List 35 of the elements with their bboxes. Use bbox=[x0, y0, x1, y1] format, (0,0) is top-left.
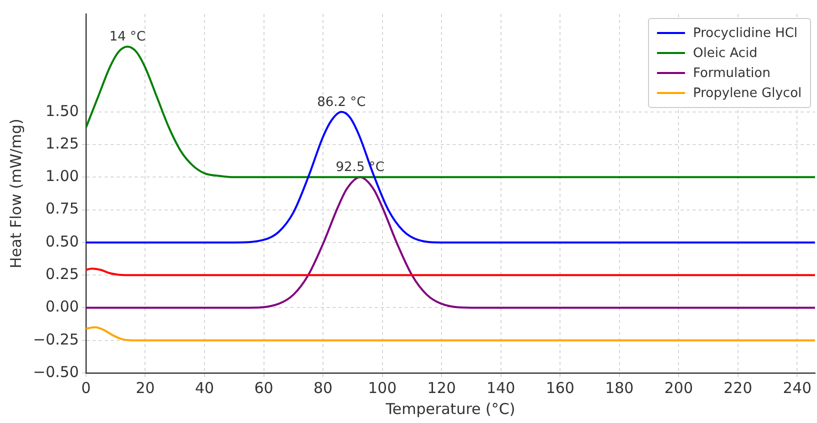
y-tick-label: 0.75 bbox=[46, 200, 79, 218]
y-tick-label: −0.25 bbox=[33, 330, 79, 348]
x-tick-label: 20 bbox=[136, 378, 155, 397]
y-tick-label: 0.50 bbox=[46, 232, 79, 250]
x-tick-label: 0 bbox=[81, 378, 91, 397]
line-series bbox=[86, 110, 815, 244]
x-tick-label: 200 bbox=[664, 378, 693, 397]
x-tick-label: 160 bbox=[546, 378, 574, 397]
x-tick-label: 140 bbox=[486, 378, 516, 397]
x-tick-label: 120 bbox=[427, 378, 456, 397]
y-tick-label: −0.50 bbox=[33, 362, 79, 381]
y-tick-label: 1.25 bbox=[46, 134, 79, 152]
y-tick-label: 0.25 bbox=[46, 264, 79, 283]
x-axis-title: Temperature (°C) bbox=[384, 400, 516, 418]
x-tick-label: 100 bbox=[368, 378, 397, 397]
y-tick-label: 0.00 bbox=[46, 298, 79, 316]
x-tick-label: 60 bbox=[254, 378, 274, 397]
legend-label: Formulation bbox=[693, 66, 770, 80]
x-tick-label: 80 bbox=[314, 378, 333, 397]
annotation: 14 °C bbox=[109, 30, 146, 45]
annotation: 86.2 °C bbox=[317, 94, 366, 110]
legend-label: Procyclidine HCl bbox=[693, 26, 798, 40]
x-tick-label: 220 bbox=[724, 378, 752, 397]
x-tick-label: 180 bbox=[605, 378, 634, 397]
y-tick-label: 1.00 bbox=[46, 167, 79, 186]
x-tick-label: 40 bbox=[194, 378, 214, 397]
legend-label: Oleic Acid bbox=[693, 46, 758, 60]
line-series bbox=[86, 176, 815, 309]
y-axis-title: Heat Flow (mW/mg) bbox=[6, 118, 25, 268]
line-series bbox=[86, 268, 815, 276]
x-tick-label: 240 bbox=[782, 378, 812, 397]
line-series bbox=[86, 46, 815, 178]
y-tick-label: 1.50 bbox=[46, 102, 79, 120]
line-series bbox=[86, 326, 815, 342]
legend-label: Propylene Glycol bbox=[693, 86, 802, 100]
